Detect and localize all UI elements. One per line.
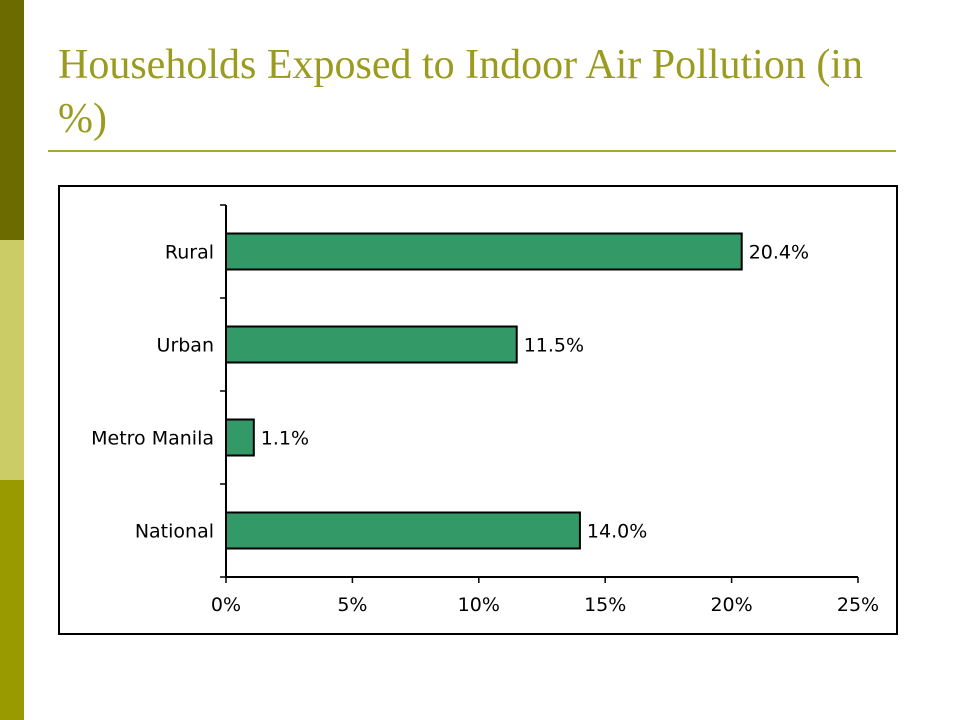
category-label: Rural xyxy=(165,242,214,264)
data-label: 1.1% xyxy=(261,428,309,450)
category-label: Metro Manila xyxy=(91,428,214,450)
data-label: 11.5% xyxy=(524,335,584,357)
x-tick-label: 20% xyxy=(710,594,752,616)
slide-title: Households Exposed to Indoor Air Polluti… xyxy=(58,42,863,142)
x-tick-label: 25% xyxy=(837,594,879,616)
x-tick-label: 5% xyxy=(337,594,367,616)
accent-band-middle xyxy=(0,240,24,480)
bar-metro-manila xyxy=(225,418,255,457)
category-label: National xyxy=(135,521,214,543)
data-label: 14.0% xyxy=(587,521,647,543)
accent-band-bottom xyxy=(0,480,24,720)
bar-national xyxy=(225,511,581,550)
accent-band-top xyxy=(0,0,24,240)
title-divider xyxy=(48,150,896,152)
bar-urban xyxy=(225,325,518,364)
x-tick-label: 15% xyxy=(584,594,626,616)
category-label: Urban xyxy=(157,335,214,357)
x-tick-label: 0% xyxy=(211,594,241,616)
bar-chart: 0% 5% 10% 15% 20% 25% Rural 20.4% Urban 11.5% Metr… xyxy=(91,204,879,616)
chart-frame: 0% 5% 10% 15% 20% 25% Rural 20.4% Urban 11.5% Metr… xyxy=(58,185,898,635)
data-label: 20.4% xyxy=(749,242,809,264)
x-tick-label: 10% xyxy=(458,594,500,616)
bar-rural xyxy=(225,232,743,271)
